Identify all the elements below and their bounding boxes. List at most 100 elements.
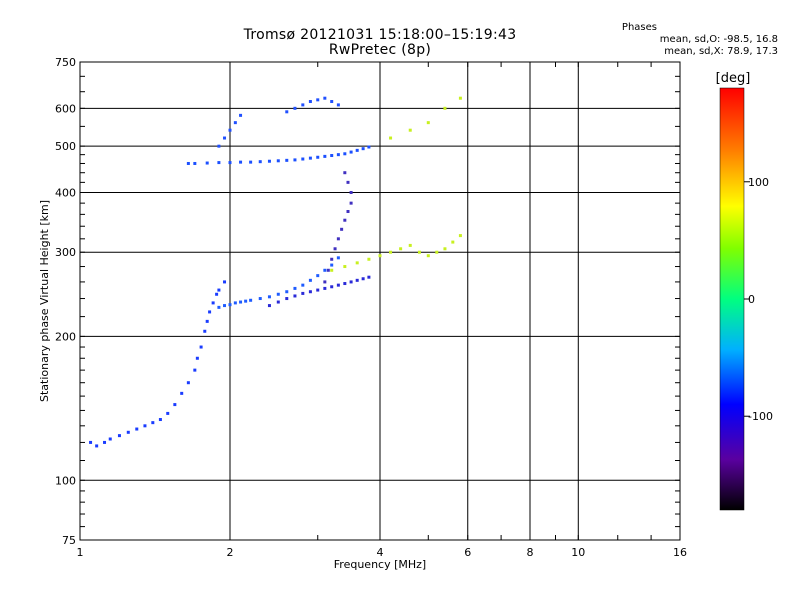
data-point — [316, 274, 320, 278]
data-point — [355, 261, 359, 265]
data-point — [323, 154, 327, 158]
data-point — [276, 300, 280, 304]
data-point — [186, 381, 190, 385]
stats-o-mode: mean, sd,O: -98.5, 16.8 — [659, 34, 778, 45]
data-point — [343, 171, 347, 175]
data-point — [158, 418, 162, 422]
data-point — [293, 158, 297, 162]
data-point — [336, 283, 340, 287]
data-point — [205, 319, 209, 323]
data-point — [293, 286, 297, 290]
data-point — [233, 301, 237, 305]
data-point — [258, 297, 262, 301]
data-point — [333, 247, 337, 251]
data-point — [451, 240, 455, 244]
y-axis-label: Stationary phase Virtual Height [km] — [38, 200, 51, 402]
data-point — [228, 128, 232, 132]
stats-x-mode: mean, sd,X: 78.9, 17.3 — [664, 46, 778, 57]
y-tick-label: 750 — [55, 56, 76, 69]
data-point — [95, 444, 99, 448]
data-point — [323, 280, 327, 284]
data-point — [435, 250, 439, 254]
data-point — [349, 150, 353, 154]
data-point — [308, 100, 312, 104]
data-point — [267, 159, 271, 163]
grid — [80, 62, 680, 540]
y-tick-label: 600 — [55, 102, 76, 115]
data-point — [267, 304, 271, 308]
data-point — [326, 268, 330, 272]
data-point — [323, 96, 327, 100]
data-point — [330, 263, 334, 267]
colorbar-tick-label: 100 — [748, 176, 769, 189]
data-point — [217, 161, 221, 165]
data-point — [143, 424, 147, 428]
data-point — [239, 300, 243, 304]
data-point — [208, 310, 212, 314]
data-point — [205, 161, 209, 165]
data-point — [276, 159, 280, 163]
x-tick-label: 2 — [227, 546, 234, 559]
data-point — [316, 155, 320, 159]
data-point — [151, 421, 155, 425]
data-point — [217, 288, 221, 292]
data-point — [443, 247, 447, 251]
data-point — [340, 227, 344, 231]
data-point — [103, 440, 107, 444]
data-point — [316, 98, 320, 102]
data-point — [330, 100, 334, 104]
data-point — [323, 286, 327, 290]
data-point — [343, 282, 347, 286]
data-point — [239, 113, 243, 117]
data-point — [228, 303, 232, 307]
data-point — [117, 434, 121, 438]
data-point — [89, 440, 93, 444]
data-point — [267, 295, 271, 299]
data-point — [301, 157, 305, 161]
data-point — [399, 247, 403, 251]
data-point — [367, 275, 371, 279]
data-point — [346, 210, 350, 214]
y-tick-label: 75 — [62, 534, 76, 547]
data-point — [343, 152, 347, 156]
data-point — [308, 156, 312, 160]
y-tick-label: 100 — [55, 474, 76, 487]
data-point — [223, 304, 227, 308]
x-tick-label: 1 — [77, 546, 84, 559]
data-point — [276, 292, 280, 296]
data-point — [336, 153, 340, 157]
data-point — [316, 288, 320, 292]
data-point — [355, 148, 359, 152]
data-point — [367, 257, 371, 261]
data-point — [228, 161, 232, 165]
data-point — [443, 106, 447, 110]
data-point — [239, 160, 243, 164]
data-point — [330, 285, 334, 289]
data-point — [215, 292, 219, 296]
data-point — [293, 106, 297, 110]
data-point — [346, 180, 350, 184]
data-point — [426, 254, 430, 258]
x-tick-label: 8 — [527, 546, 534, 559]
data-point — [199, 345, 203, 349]
data-point — [126, 430, 130, 434]
data-point — [285, 158, 289, 162]
data-point — [173, 403, 177, 407]
data-point — [336, 103, 340, 107]
x-tick-label: 4 — [377, 546, 384, 559]
stats-heading: Phases — [621, 22, 657, 33]
data-point — [301, 283, 305, 287]
data-point — [323, 268, 327, 272]
data-point — [330, 154, 334, 158]
data-point — [249, 298, 253, 302]
data-point — [233, 121, 237, 125]
data-point — [330, 268, 334, 272]
data-point — [223, 136, 227, 140]
data-point — [293, 294, 297, 298]
data-point — [336, 237, 340, 241]
data-point — [378, 254, 382, 258]
data-point — [389, 250, 393, 254]
colorbar-tick-label: 0 — [748, 293, 755, 306]
data-point — [361, 277, 365, 281]
